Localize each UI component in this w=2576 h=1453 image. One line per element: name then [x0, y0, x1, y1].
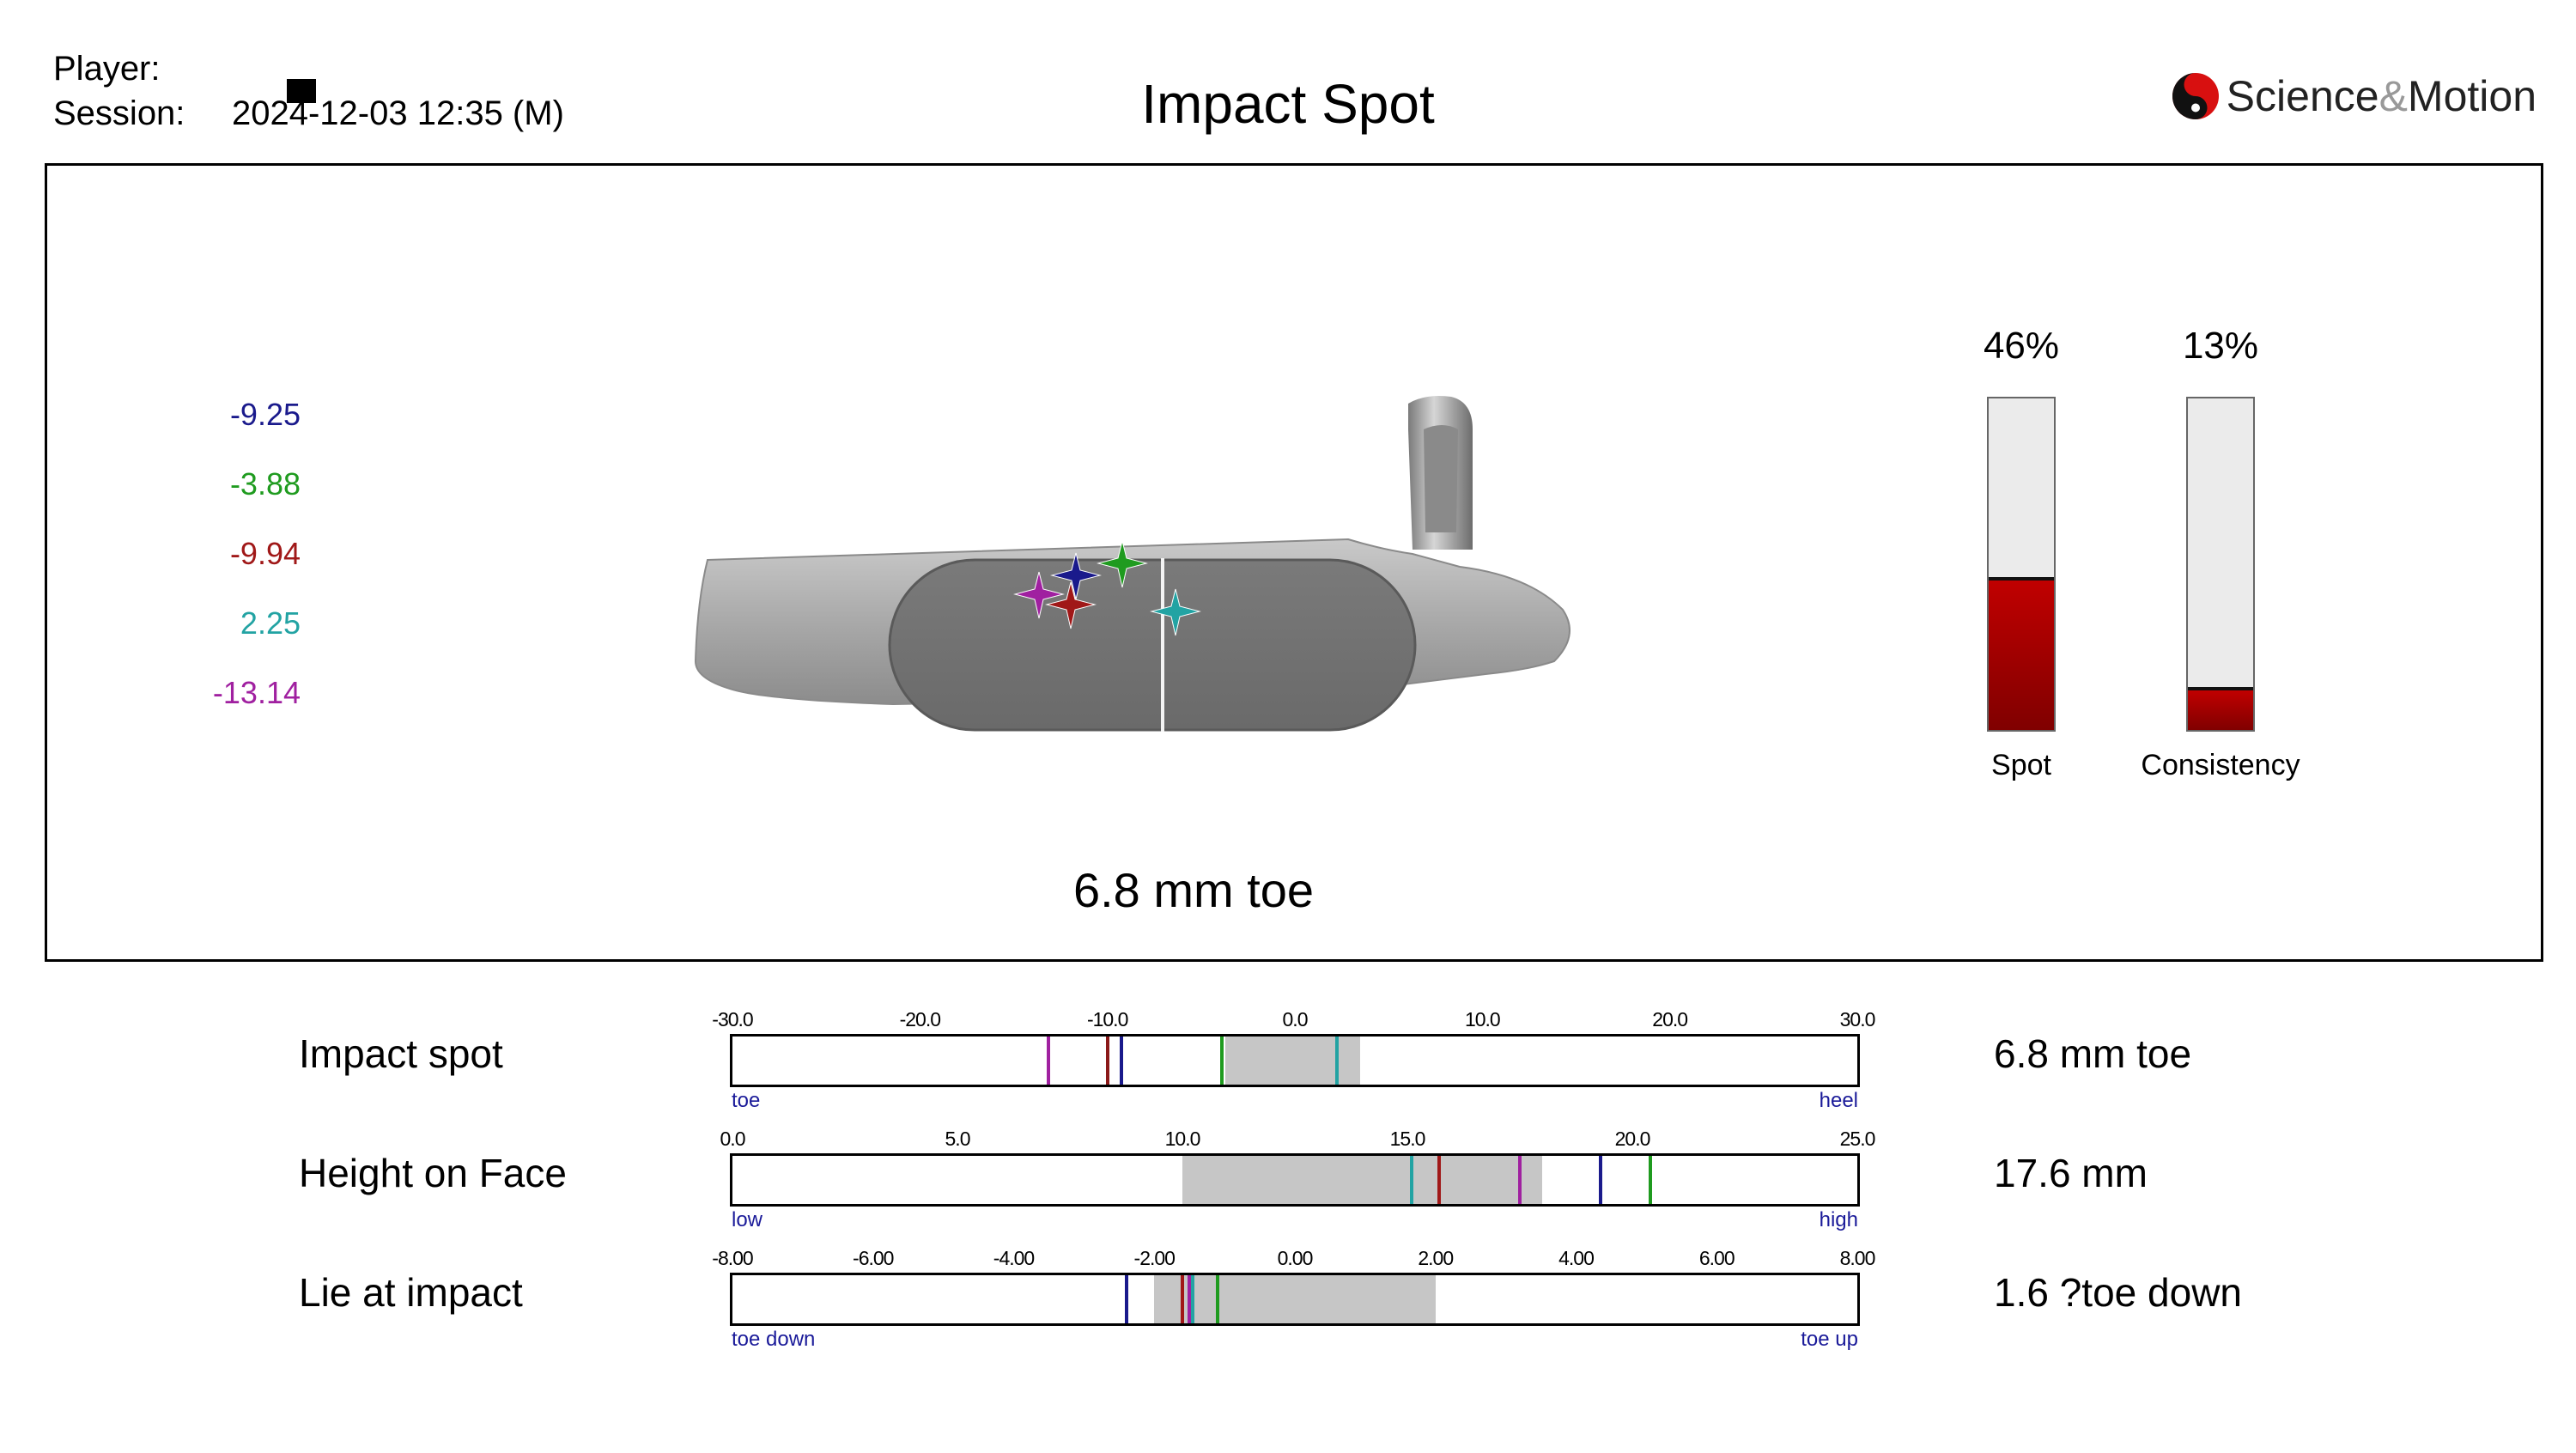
consistency-meter — [2186, 397, 2255, 732]
impact-star-red — [1045, 581, 1097, 629]
impact-summary: 6.8 mm toe — [1072, 863, 1315, 917]
consistency-meter-fill — [2188, 686, 2253, 730]
axis-tick-label: 30.0 — [1839, 1008, 1876, 1030]
stroke-value: -3.88 — [229, 466, 301, 502]
row-value-height: 17.6 mm — [1994, 1151, 2148, 1195]
axis-tick-label: -6.00 — [853, 1247, 894, 1269]
stroke-marker — [1105, 1037, 1109, 1085]
spot-meter-fill — [1989, 577, 2054, 730]
axis-tick-label: -20.0 — [899, 1008, 941, 1030]
putter-head-image — [694, 396, 1571, 732]
impact-star-cyan — [1150, 588, 1201, 636]
stroke-value: -9.94 — [229, 536, 301, 571]
stroke-value: -9.25 — [229, 397, 301, 432]
stroke-value: -13.14 — [212, 675, 301, 710]
row-value-lie: 1.6 ?toe down — [1994, 1270, 2243, 1315]
scale-left-end-label: toe down — [732, 1328, 816, 1351]
stroke-marker — [1410, 1156, 1414, 1204]
axis-tick-label: 2.00 — [1418, 1247, 1454, 1269]
axis-tick-label: 0.00 — [1277, 1247, 1314, 1269]
axis-tick-label: 25.0 — [1839, 1128, 1876, 1150]
stroke-marker — [1188, 1275, 1192, 1323]
optimal-range-band — [1225, 1037, 1361, 1085]
axis-tick-label: 8.00 — [1839, 1247, 1876, 1269]
axis-tick-label: 15.0 — [1389, 1128, 1426, 1150]
impact-star-purple — [1013, 571, 1065, 619]
scale-left-end-label: toe — [732, 1089, 761, 1112]
consistency-percent: 13% — [2182, 325, 2259, 367]
axis-tick-label: -8.00 — [712, 1247, 753, 1269]
axis-tick-label: 0.0 — [1282, 1008, 1309, 1030]
scale-right-end-label: heel — [1819, 1089, 1858, 1112]
stroke-marker — [1437, 1156, 1441, 1204]
row-label-impact-spot: Impact spot — [299, 1031, 503, 1076]
axis-tick-label: 5.0 — [945, 1128, 971, 1150]
row-label-lie: Lie at impact — [299, 1270, 523, 1315]
redaction-box — [287, 79, 316, 103]
axis-tick-label: 0.0 — [720, 1128, 746, 1150]
logo-mark-icon — [2172, 73, 2219, 119]
axis-tick-label: 10.0 — [1464, 1008, 1501, 1030]
axis-tick-label: 20.0 — [1652, 1008, 1688, 1030]
brand-logo: Science&Motion — [2172, 69, 2537, 124]
stroke-marker — [1124, 1275, 1128, 1323]
player-label: Player: — [53, 50, 161, 88]
axis-tick-label: 10.0 — [1164, 1128, 1201, 1150]
stroke-marker — [1220, 1037, 1224, 1085]
axis-tick-label: 20.0 — [1614, 1128, 1651, 1150]
logo-text: Science&Motion — [2226, 72, 2537, 120]
session-label: Session: — [53, 94, 185, 132]
spot-percent: 46% — [1983, 325, 2060, 367]
spot-label: Spot — [1991, 749, 2051, 781]
row-value-impact-spot: 6.8 mm toe — [1994, 1031, 2192, 1076]
impact-spot-scale — [730, 1034, 1860, 1087]
spot-meter — [1987, 397, 2056, 732]
impact-star-green — [1097, 540, 1148, 588]
lie-at-impact-scale — [730, 1273, 1860, 1326]
stroke-marker — [1648, 1156, 1652, 1204]
stroke-marker — [1181, 1275, 1184, 1323]
stroke-marker — [1335, 1037, 1340, 1085]
stroke-marker — [1215, 1275, 1219, 1323]
height-on-face-scale — [730, 1153, 1860, 1207]
axis-tick-label: -10.0 — [1086, 1008, 1128, 1030]
axis-tick-label: -2.00 — [1133, 1247, 1176, 1269]
optimal-range-band — [1154, 1275, 1436, 1323]
row-label-height: Height on Face — [299, 1151, 567, 1195]
axis-tick-label: -30.0 — [712, 1008, 753, 1030]
axis-tick-label: -4.00 — [993, 1247, 1035, 1269]
scale-right-end-label: toe up — [1801, 1328, 1858, 1351]
axis-tick-label: 6.00 — [1698, 1247, 1735, 1269]
optimal-range-band — [1182, 1156, 1543, 1204]
page-title: Impact Spot — [1141, 73, 1435, 135]
stroke-marker — [1191, 1275, 1195, 1323]
stroke-value: 2.25 — [240, 605, 301, 641]
stroke-marker — [1599, 1156, 1603, 1204]
stroke-marker — [1047, 1037, 1051, 1085]
axis-tick-label: 4.00 — [1558, 1247, 1595, 1269]
stroke-marker — [1120, 1037, 1124, 1085]
impact-panel — [45, 163, 2543, 962]
stroke-marker — [1518, 1156, 1522, 1204]
scale-left-end-label: low — [732, 1208, 763, 1231]
scale-right-end-label: high — [1819, 1208, 1858, 1231]
consistency-label: Consistency — [2141, 749, 2300, 781]
